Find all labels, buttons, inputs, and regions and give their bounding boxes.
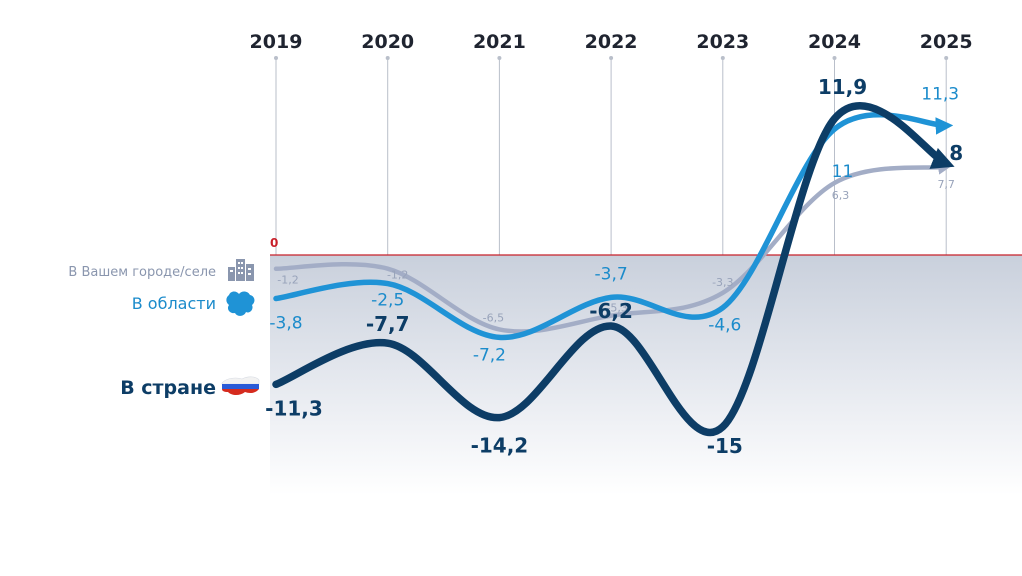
value-label-country-2019: -11,3 xyxy=(265,396,323,420)
legend-city-label: В Вашем городе/селе xyxy=(68,265,216,280)
value-label-region-2019: -3,8 xyxy=(269,314,302,334)
legend-city: В Вашем городе/селе xyxy=(68,259,254,281)
value-label-city-2019: -1,2 xyxy=(277,274,298,287)
year-label-2019: 2019 xyxy=(250,31,303,53)
zero-label: 0 xyxy=(270,236,278,250)
gridline-dot-2022 xyxy=(609,56,614,60)
value-labels: -1,2 -1,2 -6,5 -5,3 -3,3 6,3 7,7 -3,8 -2,5 -7,2 -3… xyxy=(265,75,963,458)
value-label-country-2022: -6,2 xyxy=(589,299,633,323)
negative-area-background xyxy=(270,255,1022,495)
year-labels: 2019 2020 2021 2022 2023 2024 2025 xyxy=(250,31,973,53)
series-line-region xyxy=(273,112,954,341)
gridline-dot-2025 xyxy=(944,56,949,60)
value-label-region-2021: -7,2 xyxy=(473,345,506,365)
gridline-dot-2019 xyxy=(274,56,278,60)
value-label-city-2021: -6,5 xyxy=(483,311,504,324)
year-label-2021: 2021 xyxy=(473,31,526,53)
legend-country: В стране xyxy=(120,376,260,399)
year-label-2024: 2024 xyxy=(808,31,861,53)
series-lines xyxy=(272,102,955,437)
value-label-region-2022: -3,7 xyxy=(595,264,628,284)
gridline-dot-2020 xyxy=(385,56,390,60)
city-buildings-icon xyxy=(228,259,254,281)
year-label-2022: 2022 xyxy=(585,31,638,53)
value-label-country-2025: 8 xyxy=(949,141,963,165)
region-map-icon xyxy=(226,291,255,316)
legend-country-label: В стране xyxy=(120,377,216,399)
value-label-region-2020: -2,5 xyxy=(371,291,404,311)
value-label-country-2024: 11,9 xyxy=(818,75,867,99)
value-label-region-2025: 11,3 xyxy=(921,85,959,105)
legend-region-label: В области xyxy=(132,294,216,313)
series-line-city xyxy=(273,161,952,334)
year-label-2025: 2025 xyxy=(920,31,973,53)
value-label-region-2024: 11 xyxy=(832,162,854,182)
year-label-2023: 2023 xyxy=(696,31,749,53)
gridline-dot-2024 xyxy=(832,56,837,60)
gridline-dot-2023 xyxy=(720,56,725,60)
year-label-2020: 2020 xyxy=(361,31,414,53)
value-label-country-2021: -14,2 xyxy=(471,434,529,458)
value-label-country-2023: -15 xyxy=(707,434,743,458)
value-label-country-2020: -7,7 xyxy=(366,312,410,336)
russia-flag-map-icon xyxy=(221,376,260,395)
gridline-dot-2021 xyxy=(497,56,502,60)
series-line-country xyxy=(272,102,955,437)
legend-region: В области xyxy=(132,291,255,316)
year-gridlines xyxy=(274,56,949,255)
value-label-city-2020: -1,2 xyxy=(387,269,408,282)
value-label-city-2024: 6,3 xyxy=(832,189,850,202)
value-label-city-2022: -5,3 xyxy=(606,302,627,315)
value-label-region-2023: -4,6 xyxy=(708,316,741,336)
value-label-city-2025: 7,7 xyxy=(937,178,955,191)
value-label-city-2023: -3,3 xyxy=(712,276,733,289)
